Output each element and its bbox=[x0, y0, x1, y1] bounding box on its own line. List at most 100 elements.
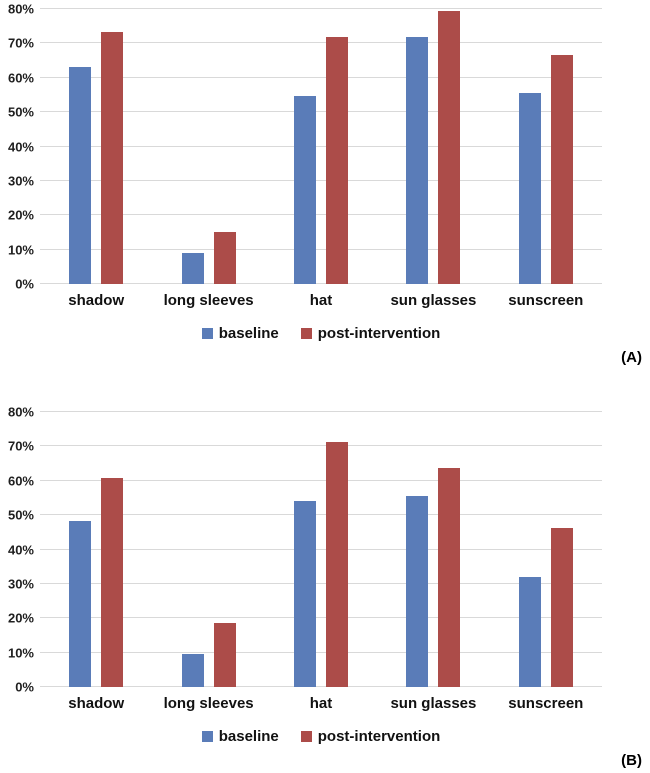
gridline-10 bbox=[40, 651, 602, 653]
x-category-label-hat: hat bbox=[309, 695, 333, 712]
bar-post-intervention-hat bbox=[326, 37, 349, 284]
legend-item-post-intervention: post-intervention bbox=[300, 727, 441, 745]
chart-panel-a: 0% 10% 20% 30% 40% 50% 60% 70% 80% shadow long sl… bbox=[0, 0, 650, 367]
legend-a: baseline post-intervention bbox=[40, 324, 602, 342]
bar-group-hat bbox=[265, 8, 377, 284]
gridline-30 bbox=[40, 179, 602, 181]
y-tick-label-60: 60% bbox=[7, 473, 34, 489]
chart-panel-b: 0% 10% 20% 30% 40% 50% 60% 70% 80% shadow long sl… bbox=[0, 367, 650, 770]
bar-post-intervention-sunscreen bbox=[550, 54, 573, 284]
bar-baseline-sunscreen bbox=[518, 576, 541, 687]
gridline-70 bbox=[40, 445, 602, 447]
x-axis-labels-b: shadow long sleeves hat sun glasses sunscree… bbox=[40, 687, 602, 713]
bar-post-intervention-long-sleeves bbox=[213, 623, 236, 687]
x-category-label-shadow: shadow bbox=[68, 695, 125, 712]
x-category-label-sun-glasses: sun glasses bbox=[390, 695, 477, 712]
gridline-50 bbox=[40, 111, 602, 113]
plot-row: 0% 10% 20% 30% 40% 50% 60% 70% 80% bbox=[0, 3, 650, 291]
x-axis-labels-a: shadow long sleeves hat sun glasses sunscree… bbox=[40, 284, 602, 310]
legend-label-post-intervention: post-intervention bbox=[317, 324, 441, 342]
x-category-label-long-sleeves: long sleeves bbox=[163, 292, 254, 309]
gridline-0 bbox=[40, 686, 602, 687]
x-category-label-hat: hat bbox=[309, 292, 333, 309]
gridline-20 bbox=[40, 214, 602, 216]
bar-post-intervention-sun-glasses bbox=[438, 11, 461, 284]
legend-label-baseline: baseline bbox=[218, 324, 279, 342]
y-tick-label-30: 30% bbox=[7, 173, 34, 189]
bar-group-sun-glasses bbox=[377, 8, 489, 284]
gridline-0 bbox=[40, 283, 602, 284]
bar-group-long-sleeves bbox=[152, 411, 264, 687]
y-tick-label-10: 10% bbox=[7, 645, 34, 661]
y-tick-label-70: 70% bbox=[7, 438, 34, 454]
legend-b: baseline post-intervention bbox=[40, 727, 602, 745]
bar-group-sunscreen bbox=[490, 8, 602, 284]
bar-group-sunscreen bbox=[490, 411, 602, 687]
bars bbox=[40, 8, 602, 284]
y-tick-label-0: 0% bbox=[15, 276, 34, 292]
panel-label-a: (A) bbox=[621, 349, 642, 366]
legend-label-post-intervention: post-intervention bbox=[317, 727, 441, 745]
x-category-label-sun-glasses: sun glasses bbox=[390, 292, 477, 309]
bar-post-intervention-sun-glasses bbox=[438, 467, 461, 687]
bar-post-intervention-long-sleeves bbox=[213, 232, 236, 284]
plot-area-a bbox=[40, 8, 602, 284]
gridline-60 bbox=[40, 76, 602, 78]
bar-post-intervention-hat bbox=[326, 442, 349, 687]
bar-baseline-hat bbox=[294, 95, 317, 284]
x-category-label-sunscreen: sunscreen bbox=[508, 292, 584, 309]
gridline-80 bbox=[40, 8, 602, 9]
gridline-50 bbox=[40, 514, 602, 516]
gridline-80 bbox=[40, 411, 602, 412]
legend-swatch-post-intervention bbox=[300, 327, 312, 339]
y-tick-label-20: 20% bbox=[7, 610, 34, 626]
legend-item-post-intervention: post-intervention bbox=[300, 324, 441, 342]
panel-label-b: (B) bbox=[621, 752, 642, 769]
legend-label-baseline: baseline bbox=[218, 727, 279, 745]
bar-group-shadow bbox=[40, 411, 152, 687]
bar-baseline-long-sleeves bbox=[181, 654, 204, 687]
bar-post-intervention-shadow bbox=[101, 32, 124, 284]
legend-swatch-baseline bbox=[201, 730, 213, 742]
gridline-30 bbox=[40, 582, 602, 584]
y-axis-a: 0% 10% 20% 30% 40% 50% 60% 70% 80% bbox=[0, 3, 40, 291]
y-tick-label-20: 20% bbox=[7, 207, 34, 223]
x-category-label-shadow: shadow bbox=[68, 292, 125, 309]
bar-baseline-sun-glasses bbox=[406, 495, 429, 687]
gridline-10 bbox=[40, 248, 602, 250]
gridline-40 bbox=[40, 548, 602, 550]
bar-baseline-hat bbox=[294, 500, 317, 687]
plot-row: 0% 10% 20% 30% 40% 50% 60% 70% 80% bbox=[0, 406, 650, 694]
bar-baseline-shadow bbox=[69, 66, 92, 284]
gridline-60 bbox=[40, 479, 602, 481]
bar-group-hat bbox=[265, 411, 377, 687]
x-category-label-sunscreen: sunscreen bbox=[508, 695, 584, 712]
y-tick-label-30: 30% bbox=[7, 576, 34, 592]
y-tick-label-80: 80% bbox=[7, 404, 34, 420]
legend-swatch-post-intervention bbox=[300, 730, 312, 742]
bar-chart-b: 0% 10% 20% 30% 40% 50% 60% 70% 80% shadow long sl… bbox=[0, 406, 650, 745]
gridline-70 bbox=[40, 42, 602, 44]
y-tick-label-0: 0% bbox=[15, 679, 34, 695]
y-tick-label-60: 60% bbox=[7, 70, 34, 86]
y-tick-label-40: 40% bbox=[7, 542, 34, 557]
bar-group-shadow bbox=[40, 8, 152, 284]
y-tick-label-10: 10% bbox=[7, 242, 34, 258]
bar-baseline-long-sleeves bbox=[181, 252, 204, 284]
y-tick-label-70: 70% bbox=[7, 35, 34, 51]
y-tick-label-50: 50% bbox=[7, 507, 34, 523]
bar-baseline-shadow bbox=[69, 521, 92, 687]
bar-baseline-sun-glasses bbox=[406, 37, 429, 284]
y-tick-label-50: 50% bbox=[7, 104, 34, 120]
bar-post-intervention-sunscreen bbox=[550, 528, 573, 687]
bar-baseline-sunscreen bbox=[518, 92, 541, 284]
y-axis-b: 0% 10% 20% 30% 40% 50% 60% 70% 80% bbox=[0, 406, 40, 694]
plot-area-b bbox=[40, 411, 602, 687]
y-tick-label-40: 40% bbox=[7, 139, 34, 154]
bars bbox=[40, 411, 602, 687]
legend-item-baseline: baseline bbox=[201, 727, 279, 745]
gridline-40 bbox=[40, 145, 602, 147]
gridline-20 bbox=[40, 617, 602, 619]
bar-group-sun-glasses bbox=[377, 411, 489, 687]
